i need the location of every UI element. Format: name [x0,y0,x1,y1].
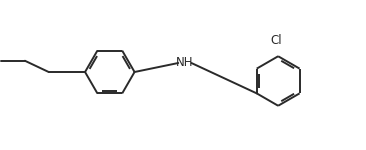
Text: Cl: Cl [270,33,282,46]
Text: NH: NH [176,57,194,69]
